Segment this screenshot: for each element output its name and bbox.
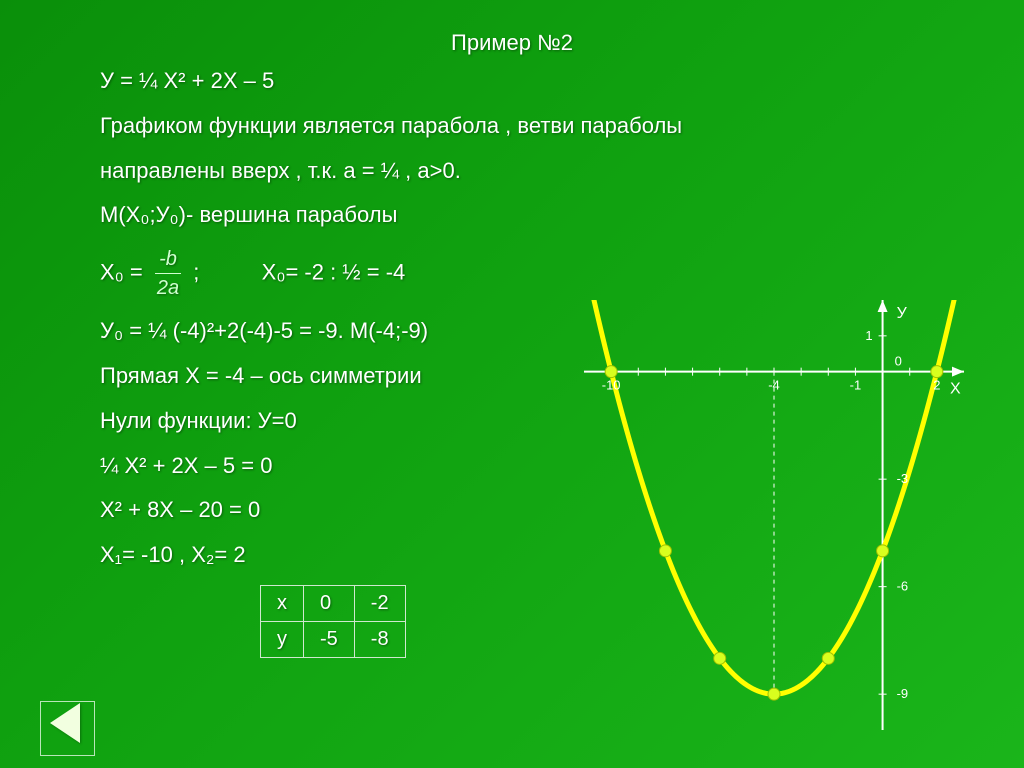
parabola-chart: -10 -4 -1 2 0 1 -3 -6 -9 У Х: [584, 300, 964, 730]
table-cell: у: [261, 621, 304, 657]
svg-text:У: У: [897, 305, 908, 322]
svg-text:1: 1: [865, 328, 872, 343]
desc-line-2: направлены вверх , т.к. а = ¼ , а>0.: [100, 156, 924, 187]
table-cell: -5: [304, 621, 355, 657]
svg-text:-10: -10: [602, 378, 621, 393]
svg-text:-9: -9: [897, 686, 909, 701]
desc-line-1: Графиком функции является парабола , вет…: [100, 111, 924, 142]
svg-text:0: 0: [895, 354, 902, 369]
table-row: у -5 -8: [261, 621, 406, 657]
equation: У = ¼ Х² + 2Х – 5: [100, 66, 924, 97]
frac-num: -b: [155, 245, 181, 274]
prev-arrow-icon[interactable]: [50, 703, 80, 743]
slide-title: Пример №2: [100, 30, 924, 56]
svg-text:-4: -4: [768, 378, 780, 393]
vertex-label: М(Х₀;У₀)- вершина параболы: [100, 200, 924, 231]
svg-text:-3: -3: [897, 471, 909, 486]
x0-pre: Х₀ =: [100, 260, 149, 285]
svg-text:-6: -6: [897, 579, 909, 594]
x0-calc: Х₀= -2 : ½ = -4: [262, 260, 406, 285]
svg-text:2: 2: [933, 378, 940, 393]
table-cell: х: [261, 585, 304, 621]
table-cell: 0: [304, 585, 355, 621]
x0-post: ;: [193, 260, 199, 285]
table-cell: -8: [354, 621, 405, 657]
svg-text:-1: -1: [850, 378, 862, 393]
fraction: -b 2a: [155, 245, 181, 302]
x0-line: Х₀ = -b 2a ; Х₀= -2 : ½ = -4: [100, 245, 924, 302]
frac-den: 2a: [155, 274, 181, 302]
value-table: х 0 -2 у -5 -8: [260, 585, 406, 658]
table-cell: -2: [354, 585, 405, 621]
svg-text:Х: Х: [950, 381, 961, 398]
table-row: х 0 -2: [261, 585, 406, 621]
